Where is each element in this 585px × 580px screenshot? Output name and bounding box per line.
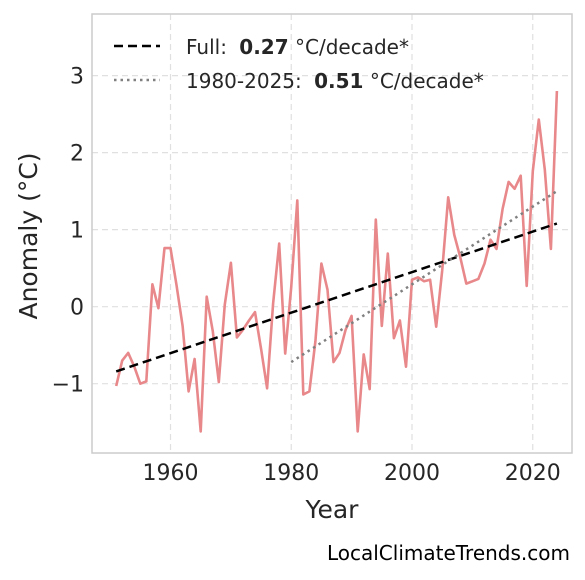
plot-lines	[114, 90, 559, 433]
y-axis-label: Anomaly (°C)	[14, 152, 43, 319]
y-tick-label: 1	[70, 219, 84, 244]
legend-unit-recent: °C/decade*	[370, 69, 484, 93]
x-tick-label: 1960	[142, 461, 198, 486]
legend-label-full: Full:	[186, 35, 227, 59]
anomaly-series-line	[114, 90, 559, 433]
y-tick-label: 0	[70, 296, 84, 321]
x-axis-label: Year	[305, 495, 360, 524]
legend-label-recent: 1980-2025:	[186, 69, 302, 93]
legend-rate-full: 0.27	[239, 35, 288, 59]
y-tick-label: 3	[70, 65, 84, 90]
legend-unit-full: °C/decade*	[295, 35, 409, 59]
x-tick-label: 2020	[505, 461, 561, 486]
x-tick-labels: 1960 1980 2000 2020	[142, 461, 560, 486]
y-tick-label: 2	[70, 142, 84, 167]
legend-rate-recent: 0.51	[314, 69, 363, 93]
full-trend-line	[115, 222, 558, 373]
y-tick-label: −1	[52, 373, 84, 398]
grid	[92, 14, 572, 453]
watermark: LocalClimateTrends.com	[327, 541, 570, 565]
y-tick-labels: −1 0 1 2 3	[52, 65, 84, 398]
legend-entry-full-trend: Full: 0.27 °C/decade*	[186, 35, 409, 59]
recent-trend-line	[290, 190, 558, 364]
x-tick-label: 2000	[384, 461, 440, 486]
x-tick-label: 1980	[263, 461, 319, 486]
plot-frame	[91, 13, 573, 454]
legend: Full: 0.27 °C/decade* 1980-2025: 0.51 °C…	[114, 35, 484, 93]
legend-entry-recent-trend: 1980-2025: 0.51 °C/decade*	[186, 69, 484, 93]
